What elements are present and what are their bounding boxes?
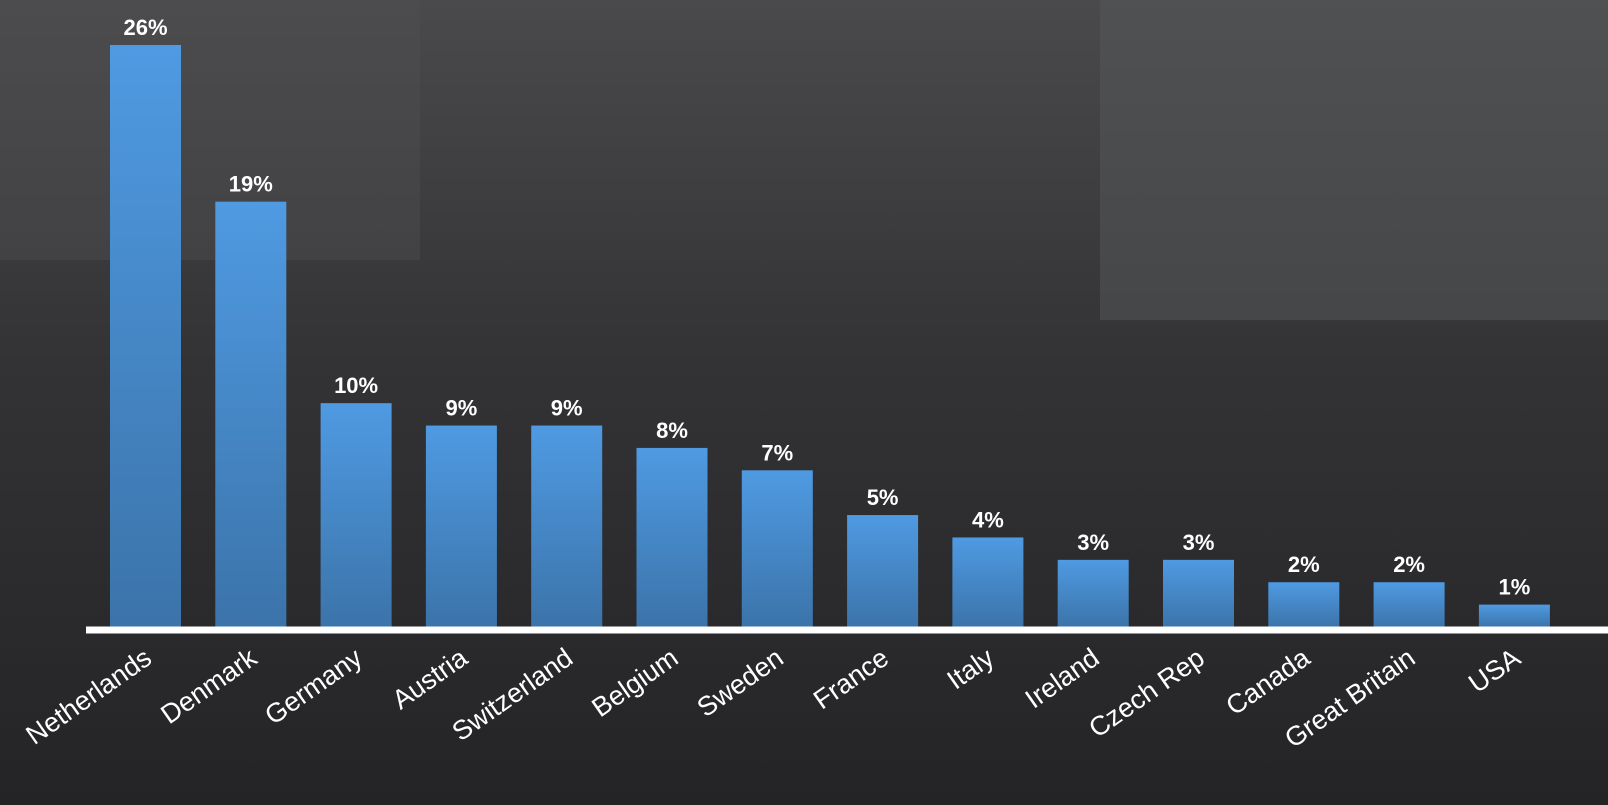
- bar-shade: [952, 537, 1024, 627]
- value-label: 3%: [1183, 530, 1215, 555]
- bar-shade: [1057, 559, 1129, 627]
- bar-shade: [320, 403, 392, 627]
- bar-shade: [425, 425, 497, 627]
- value-label: 26%: [123, 15, 167, 40]
- value-label: 7%: [761, 440, 793, 465]
- bar-shade: [741, 470, 813, 627]
- bar-shade: [110, 45, 181, 627]
- value-label: 9%: [446, 396, 478, 421]
- bar-shade: [1163, 559, 1234, 627]
- value-label: 9%: [551, 396, 583, 421]
- value-label: 8%: [656, 418, 688, 443]
- value-label: 3%: [1077, 530, 1109, 555]
- bar-shade: [1373, 582, 1445, 627]
- value-label: 1%: [1499, 575, 1531, 600]
- value-label: 2%: [1393, 552, 1425, 577]
- bar-shade: [1268, 582, 1340, 627]
- value-label: 4%: [972, 507, 1004, 532]
- value-label: 5%: [867, 485, 899, 510]
- value-label: 2%: [1288, 552, 1320, 577]
- bar-shade: [847, 515, 919, 627]
- value-label: 10%: [334, 373, 378, 398]
- bar-shade: [636, 447, 708, 627]
- background-building: [0, 0, 420, 260]
- bar-shade: [215, 201, 287, 627]
- bar-shade: [1478, 604, 1550, 627]
- bar-shade: [531, 425, 603, 627]
- value-label: 19%: [229, 172, 273, 197]
- background-building: [1100, 0, 1608, 320]
